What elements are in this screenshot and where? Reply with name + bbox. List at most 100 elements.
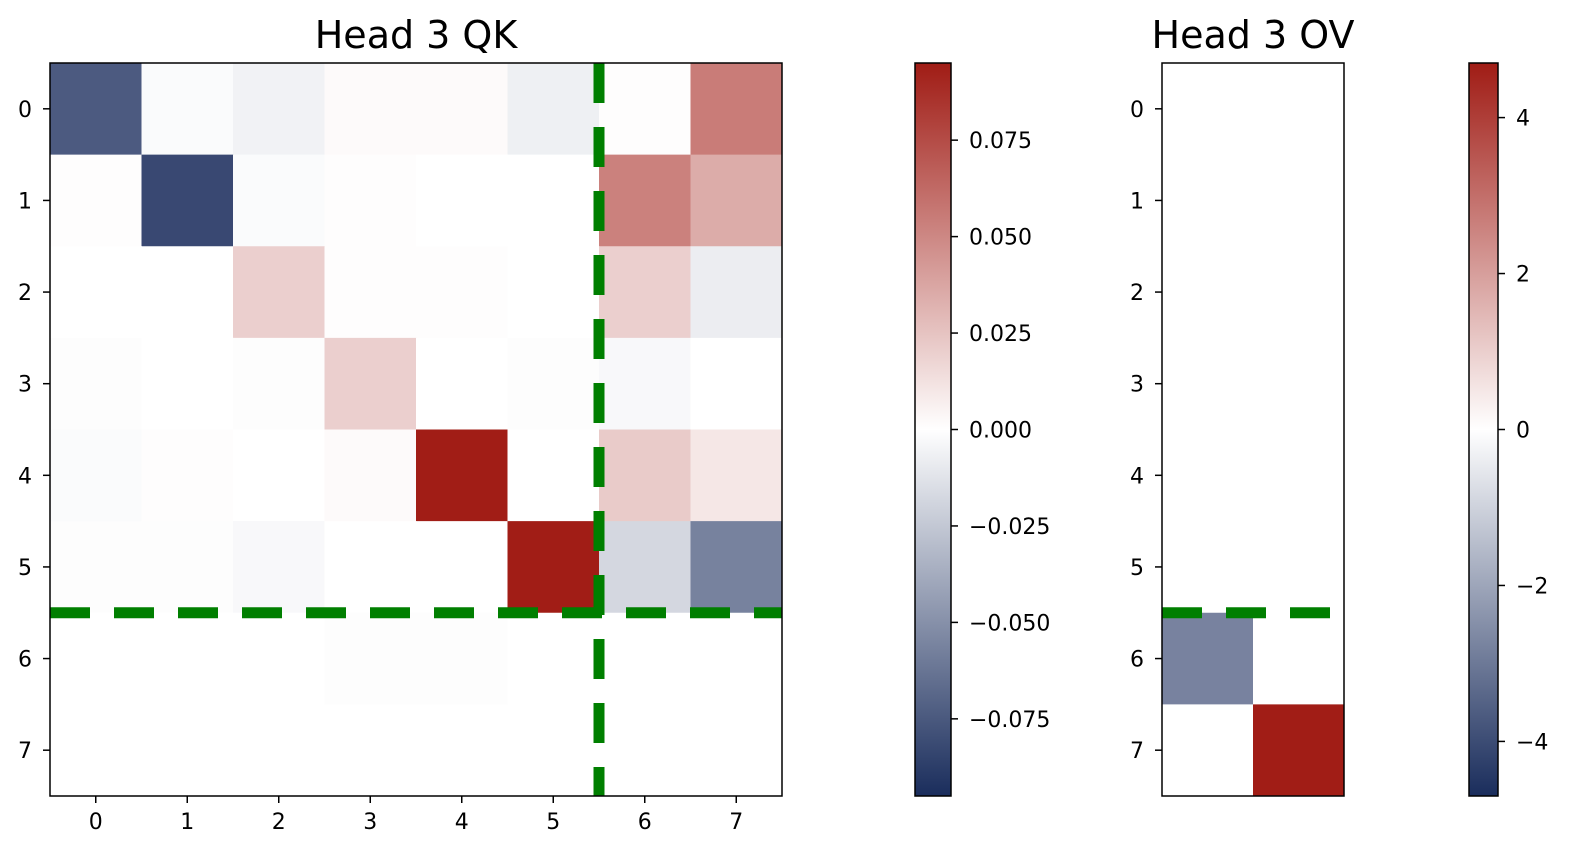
qk-y-tick-label: 7 <box>18 739 32 764</box>
ov-cell <box>1253 521 1345 614</box>
qk-colorbar-tick-label: −0.025 <box>969 515 1050 540</box>
ov-panel: Head 3 OV 0 1 2 3 4 5 6 7 <box>1130 13 1354 797</box>
ov-y-tick-label: 3 <box>1130 373 1144 398</box>
ov-y-tick-label: 7 <box>1130 739 1144 764</box>
qk-cell <box>324 154 417 247</box>
qk-heatmap <box>50 63 783 797</box>
qk-y-tick-label: 6 <box>18 648 32 673</box>
qk-panel: Head 3 QK 0 1 2 3 4 5 6 7 0 1 2 3 4 5 6 7 <box>18 13 783 835</box>
qk-colorbar-ticks: 0.075 0.050 0.025 0.000 −0.025 −0.050 −0.075 <box>951 129 1050 733</box>
qk-cell <box>599 429 691 522</box>
qk-cell <box>233 612 325 705</box>
qk-cell <box>233 154 325 247</box>
qk-y-tick-label: 0 <box>18 98 32 123</box>
qk-x-tick-label: 0 <box>89 810 103 835</box>
qk-cell <box>416 337 508 430</box>
qk-cell <box>50 337 142 430</box>
ov-cell <box>1162 63 1254 156</box>
qk-cell <box>416 704 508 797</box>
qk-cell <box>233 337 325 430</box>
qk-cell <box>324 337 417 430</box>
ov-y-tick-label: 0 <box>1130 98 1144 123</box>
qk-x-tick-label: 5 <box>546 810 560 835</box>
ov-colorbar-gradient <box>1468 62 1499 797</box>
qk-cell <box>233 429 325 522</box>
qk-cell <box>50 246 142 339</box>
qk-y-tick-label: 3 <box>18 373 32 398</box>
ov-y-axis: 0 1 2 3 4 5 6 7 <box>1130 98 1162 764</box>
qk-cell <box>233 521 325 614</box>
ov-colorbar-tick-label: 2 <box>1516 263 1530 288</box>
qk-cell <box>416 246 508 339</box>
qk-x-axis: 0 1 2 3 4 5 6 7 <box>89 796 743 835</box>
ov-colorbar: 4 2 0 −2 −4 <box>1468 62 1548 797</box>
ov-heatmap <box>1162 63 1345 797</box>
qk-x-tick-label: 6 <box>638 810 652 835</box>
ov-cell <box>1253 246 1345 339</box>
qk-cell <box>141 246 234 339</box>
qk-cell <box>324 612 417 705</box>
qk-cell <box>50 63 142 156</box>
ov-y-tick-label: 6 <box>1130 648 1144 673</box>
ov-cell <box>1162 154 1254 247</box>
qk-cell <box>141 337 234 430</box>
qk-cell <box>141 521 234 614</box>
qk-cell <box>507 154 600 247</box>
qk-colorbar-tick-label: 0.025 <box>969 322 1032 347</box>
qk-cell <box>599 612 691 705</box>
qk-cell <box>416 154 508 247</box>
qk-cell <box>690 337 783 430</box>
ov-cell <box>1162 521 1254 614</box>
qk-x-tick-label: 7 <box>729 810 743 835</box>
qk-cell <box>690 521 783 614</box>
qk-cell <box>141 154 234 247</box>
qk-cell <box>324 521 417 614</box>
qk-cell <box>324 429 417 522</box>
qk-cell <box>599 154 691 247</box>
qk-cell <box>324 704 417 797</box>
ov-colorbar-tick-label: −2 <box>1516 574 1548 599</box>
qk-colorbar-tick-label: −0.075 <box>969 708 1050 733</box>
qk-cell <box>599 63 691 156</box>
qk-y-tick-label: 5 <box>18 556 32 581</box>
qk-cell <box>507 429 600 522</box>
qk-frame <box>49 62 783 797</box>
ov-y-tick-label: 5 <box>1130 556 1144 581</box>
qk-cell <box>599 246 691 339</box>
qk-cell <box>690 154 783 247</box>
ov-cell <box>1162 337 1254 430</box>
qk-cell <box>690 612 783 705</box>
ov-cell <box>1253 154 1345 247</box>
qk-cell <box>141 429 234 522</box>
qk-y-axis: 0 1 2 3 4 5 6 7 <box>18 98 50 764</box>
ov-cell <box>1253 704 1345 797</box>
ov-y-tick-label: 4 <box>1130 464 1144 489</box>
ov-y-tick-label: 1 <box>1130 189 1144 214</box>
qk-dividers <box>50 63 782 796</box>
qk-cell <box>507 337 600 430</box>
qk-x-tick-label: 4 <box>455 810 469 835</box>
ov-colorbar-tick-label: 4 <box>1516 107 1530 132</box>
qk-colorbar-tick-label: 0.075 <box>969 129 1032 154</box>
qk-cell <box>50 612 142 705</box>
qk-colorbar-tick-label: −0.050 <box>969 611 1050 636</box>
ov-cell <box>1162 612 1254 705</box>
ov-frame <box>1161 62 1345 797</box>
qk-title: Head 3 QK <box>315 13 519 57</box>
qk-cell <box>50 704 142 797</box>
ov-title: Head 3 OV <box>1152 13 1355 57</box>
qk-cell <box>507 612 600 705</box>
ov-cell <box>1162 704 1254 797</box>
qk-cell <box>141 612 234 705</box>
ov-y-tick-label: 2 <box>1130 281 1144 306</box>
qk-y-tick-label: 4 <box>18 464 32 489</box>
qk-cell <box>690 63 783 156</box>
qk-cell <box>50 154 142 247</box>
qk-cell <box>599 704 691 797</box>
qk-cell <box>599 337 691 430</box>
ov-colorbar-ticks: 4 2 0 −2 −4 <box>1498 107 1548 755</box>
qk-cell <box>416 429 508 522</box>
qk-cell <box>416 63 508 156</box>
qk-cell <box>233 704 325 797</box>
